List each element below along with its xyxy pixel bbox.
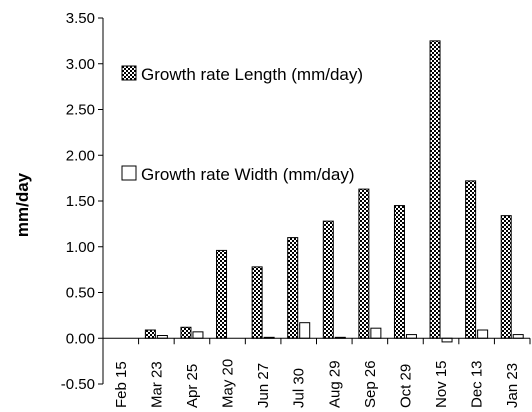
- legend-label-length: Growth rate Length (mm/day): [141, 65, 363, 84]
- y-axis-label: mm/day: [13, 172, 32, 237]
- y-tick-label: 2.00: [66, 147, 95, 164]
- bar-width: [370, 327, 382, 339]
- bar-length: [251, 266, 263, 339]
- bar-length: [322, 220, 334, 339]
- bar-width: [299, 322, 311, 339]
- x-tick-label: Nov 15: [433, 360, 450, 408]
- x-tick-label: Aug 29: [326, 360, 343, 408]
- y-tick-label: 2.50: [66, 102, 95, 119]
- bar-length: [180, 326, 192, 339]
- bar-width: [441, 337, 453, 343]
- x-tick-label: Jan 23: [504, 363, 521, 408]
- y-tick-label: 3.00: [66, 56, 95, 73]
- x-tick-label: Sep 26: [362, 360, 379, 408]
- x-tick-label: Dec 13: [469, 360, 486, 408]
- legend-label-width: Growth rate Width (mm/day): [141, 165, 355, 184]
- x-tick-label: Apr 25: [184, 364, 201, 408]
- bars: [144, 40, 524, 343]
- y-tick-label: 0.50: [66, 285, 95, 302]
- bar-width: [192, 331, 204, 339]
- y-tick-label: 1.00: [66, 239, 95, 256]
- y-tick-label: 1.50: [66, 193, 95, 210]
- bar-length: [429, 40, 441, 339]
- bar-length: [358, 188, 370, 339]
- bar-length: [393, 205, 405, 339]
- x-tick-label: Feb 15: [113, 361, 130, 408]
- legend-swatch-length: [121, 65, 137, 81]
- y-tick-label: 3.50: [66, 10, 95, 27]
- bar-length: [216, 249, 228, 339]
- bar-width: [512, 334, 524, 339]
- bar-length: [500, 215, 512, 339]
- bar-width: [405, 334, 417, 339]
- bar-width: [477, 329, 489, 339]
- x-axis: Feb 15 Mar 23 Apr 25 May 20 Jun 27 Jul 30 Aug …: [103, 337, 531, 408]
- y-tick-label: 0.00: [66, 330, 95, 347]
- x-tick-label: Jun 27: [255, 363, 272, 408]
- y-tick-label: -0.50: [61, 376, 95, 393]
- x-tick-label: May 20: [220, 359, 237, 408]
- bar-length: [144, 329, 156, 339]
- y-axis: -0.50 0.00 0.50 1.00 1.50 2.00 2.50 3.00 3.50: [61, 10, 104, 393]
- x-tick-label: Mar 23: [148, 361, 165, 408]
- legend: Growth rate Length (mm/day) Growth rate …: [121, 65, 363, 184]
- legend-swatch-width: [121, 165, 137, 181]
- bar-length: [287, 237, 299, 339]
- x-tick-label: Oct 29: [397, 364, 414, 408]
- x-tick-label: Jul 30: [291, 368, 308, 408]
- bar-length: [465, 180, 477, 339]
